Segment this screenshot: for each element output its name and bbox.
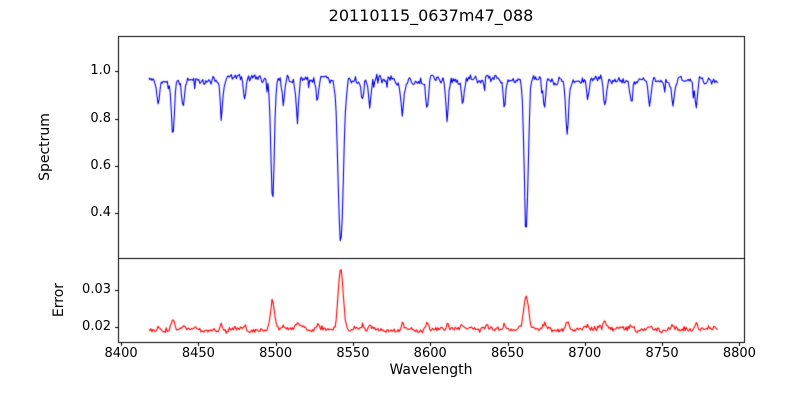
y-tick-label-spectrum: 1.0: [90, 63, 111, 79]
y-tick-label-error: 0.02: [82, 319, 111, 335]
x-axis-label: Wavelength: [389, 362, 473, 378]
chart-title: 20110115_0637m47_088: [328, 6, 534, 25]
y-tick-label-spectrum: 0.8: [90, 110, 111, 126]
x-tick-label: 8700: [568, 346, 602, 361]
x-tick-label: 8800: [722, 346, 756, 361]
y-axis-label-spectrum: Spectrum: [37, 113, 53, 181]
y-tick-label-spectrum: 0.4: [90, 205, 111, 221]
y-axis-label-error: Error: [51, 282, 67, 318]
x-tick-label: 8500: [259, 346, 293, 361]
y-tick-label-spectrum: 0.6: [90, 157, 111, 173]
x-tick-label: 8550: [336, 346, 370, 361]
y-tick-label-error: 0.03: [82, 281, 111, 297]
x-tick-label: 8600: [413, 346, 447, 361]
x-tick-label: 8400: [104, 346, 138, 361]
x-tick-label: 8650: [490, 346, 525, 361]
x-tick-label: 8750: [645, 346, 679, 361]
x-tick-label: 8450: [181, 346, 215, 361]
